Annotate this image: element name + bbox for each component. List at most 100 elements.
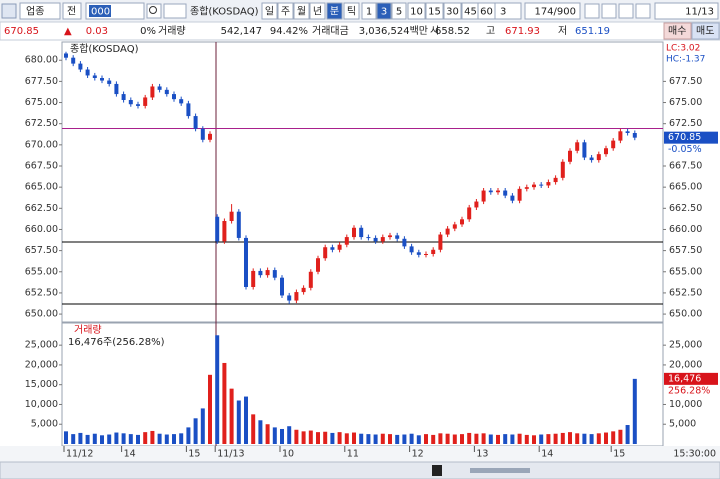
candle-body: [121, 94, 126, 100]
candle-body: [611, 140, 616, 149]
period-button[interactable]: [261, 2, 278, 20]
period-button[interactable]: [293, 2, 310, 20]
volume-bar: [186, 427, 191, 444]
y-tick-label: 672.50: [25, 118, 58, 129]
price-panel: [61, 41, 664, 323]
interval-button[interactable]: [391, 2, 407, 20]
volume-bar: [388, 434, 392, 444]
candle-body: [582, 142, 587, 158]
candle-body: [488, 190, 493, 193]
tool-button[interactable]: [618, 3, 634, 19]
buy-button[interactable]: [663, 22, 692, 40]
candle-body: [539, 184, 544, 186]
volume-bar: [200, 408, 205, 444]
candle-body: [172, 94, 176, 100]
candle-body: [388, 235, 392, 238]
tool-button[interactable]: [635, 3, 651, 19]
open-label: 시: [430, 25, 439, 37]
volume-bar: [553, 433, 558, 444]
volume-bar: [539, 434, 544, 444]
period-button[interactable]: [277, 2, 294, 20]
y-tick-label: 10,000: [669, 399, 702, 410]
volume-bar: [445, 433, 450, 444]
x-tick-label: 14: [541, 449, 553, 460]
scroll-thumb[interactable]: [470, 468, 530, 473]
candle-body: [395, 235, 400, 239]
price-marker: [664, 131, 718, 144]
count-box: [524, 2, 581, 20]
candle-body: [416, 252, 421, 255]
candle-body: [560, 161, 565, 178]
candle-body: [532, 184, 536, 188]
x-tick-label: 11/12: [66, 449, 93, 460]
y-tick-label: 672.50: [669, 118, 702, 129]
unit-select[interactable]: [494, 2, 522, 20]
candle-body: [200, 128, 205, 140]
candle-body: [452, 224, 457, 229]
y-tick-label: 20,000: [25, 359, 58, 370]
y-tick-label: 25,000: [669, 340, 702, 351]
volume-bar: [352, 432, 356, 444]
y-tick-label: 15,000: [25, 379, 58, 390]
candle-body: [546, 182, 551, 186]
volume-bar: [258, 420, 263, 444]
market-select[interactable]: [19, 2, 61, 20]
volume-bar: [272, 427, 277, 444]
period-text: 주: [281, 7, 290, 18]
volume-bar: [114, 432, 119, 444]
interval-button[interactable]: [407, 2, 426, 20]
period-button[interactable]: [309, 2, 326, 20]
arrow: ▲: [64, 26, 72, 37]
candle-body: [496, 190, 500, 193]
sell-button[interactable]: [691, 22, 720, 40]
interval-text: 10: [410, 7, 423, 18]
interval-button[interactable]: [443, 2, 462, 20]
interval-button[interactable]: [425, 2, 444, 20]
tool-button[interactable]: [584, 3, 600, 19]
search-button[interactable]: [146, 3, 162, 19]
volume-bar: [287, 426, 292, 444]
amount: 3,036,524백만: [359, 25, 428, 37]
volume-bar: [150, 430, 155, 444]
volume-marker: [664, 372, 718, 385]
period-button[interactable]: [326, 2, 343, 20]
high-label: 고: [486, 26, 495, 37]
volume-bar: [460, 434, 464, 444]
market-text: 업종: [26, 5, 44, 18]
volume-bar: [359, 433, 364, 444]
candle-body: [517, 188, 522, 201]
code-highlight: [89, 5, 111, 17]
volume-bar: [452, 434, 457, 444]
period-button[interactable]: [343, 2, 360, 20]
candle-body: [229, 211, 234, 221]
menu-icon[interactable]: [1, 3, 17, 19]
lc-label: LC:3.02: [666, 44, 700, 54]
volume-bar: [409, 433, 414, 444]
scrollbar[interactable]: [0, 461, 720, 479]
search-icon: [149, 6, 157, 14]
candle-body: [524, 187, 529, 189]
y-tick-label: 675.00: [25, 97, 58, 108]
candle-body: [222, 221, 227, 242]
quote-bar: [0, 21, 720, 41]
candle-body: [625, 131, 630, 133]
candle-body: [193, 116, 198, 129]
interval-button[interactable]: [361, 2, 377, 20]
date-box[interactable]: [654, 2, 719, 20]
volume-bar: [330, 432, 335, 444]
candle-body: [143, 97, 148, 106]
candle-body: [251, 270, 256, 287]
sound-button[interactable]: [163, 3, 187, 19]
tool-button[interactable]: [601, 3, 617, 19]
stop-button[interactable]: [432, 465, 442, 476]
candle-body: [373, 237, 378, 242]
interval-text: 3: [381, 7, 387, 18]
interval-button[interactable]: [376, 2, 392, 20]
y-tick-label: 662.50: [25, 203, 58, 214]
candle-body: [596, 154, 601, 161]
volume-bar: [323, 431, 328, 444]
mode-select[interactable]: [62, 2, 82, 20]
y-tick-label: 665.00: [25, 182, 58, 193]
volume-bar: [402, 434, 407, 444]
